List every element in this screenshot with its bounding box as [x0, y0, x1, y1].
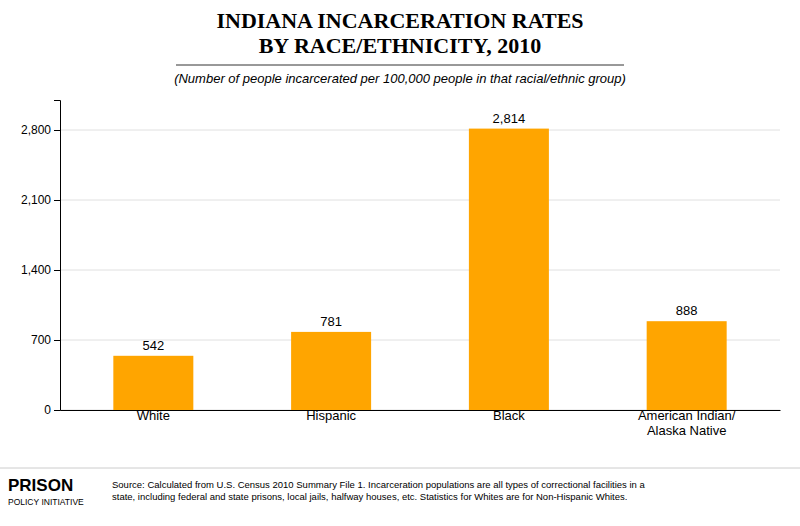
subtitle: (Number of people incarcerated per 100,0… [174, 71, 626, 86]
y-tick-label: 0 [44, 403, 51, 417]
text-line: White [137, 408, 170, 423]
text-line: Alaska Native [647, 423, 726, 438]
x-tick-label: American Indian/Alaska Native [638, 408, 736, 438]
source: Source: Calculated from U.S. Census 2010… [112, 479, 645, 502]
y-tick: 1,400 [21, 263, 60, 277]
y-tick-mark [54, 340, 60, 341]
bar [113, 356, 193, 410]
annotation: POLICY INITIATIVE [8, 497, 84, 507]
y-tick-label: 700 [31, 333, 51, 347]
grid-line [60, 130, 780, 131]
y-tick-label: 2,100 [21, 193, 51, 207]
data-label: 2,814 [493, 111, 526, 126]
text-line: Black [493, 408, 525, 423]
y-tick: 2,100 [21, 193, 60, 207]
x-tick: Hispanic [306, 408, 356, 423]
text-line: state, including federal and state priso… [112, 491, 627, 502]
y-tick: 2,800 [21, 123, 60, 137]
x-tick-label: Hispanic [306, 408, 356, 423]
chart: INDIANA INCARCERATION RATESBY RACE/ETHNI… [0, 0, 800, 526]
grid-line [60, 200, 780, 201]
bar [469, 129, 549, 410]
grid [60, 130, 780, 410]
text-line: Hispanic [306, 408, 356, 423]
x-tick: American Indian/Alaska Native [638, 408, 736, 438]
y-tick-mark [54, 410, 60, 411]
title-underline [176, 65, 624, 66]
y-tick-mark [54, 200, 60, 201]
x-axis: White Hispanic Black American Indian/Alaska… [61, 408, 781, 438]
footer-separator [0, 468, 800, 469]
grid-line [60, 270, 780, 271]
title: INDIANA INCARCERATION RATESBY RACE/ETHNI… [216, 8, 583, 58]
y-axis: 0 700 1,400 2,100 2,800 [21, 101, 61, 418]
data-label: 781 [320, 314, 342, 329]
y-tick: 700 [31, 333, 60, 347]
x-tick: Black [493, 408, 525, 423]
x-tick: White [137, 408, 170, 423]
data-label: 542 [142, 338, 164, 353]
x-tick-label: White [137, 408, 170, 423]
annotation: PRISON [8, 476, 73, 495]
data-labels: 542 781 2,814 888 [142, 111, 697, 353]
text-line: Source: Calculated from U.S. Census 2010… [112, 479, 645, 490]
text-line: American Indian/ [638, 408, 736, 423]
x-tick-label: Black [493, 408, 525, 423]
y-axis-line [54, 101, 61, 411]
y-tick: 0 [44, 403, 60, 417]
y-tick-label: 2,800 [21, 123, 51, 137]
y-tick-label: 1,400 [21, 263, 51, 277]
y-tick-mark [54, 270, 60, 271]
text-line: INDIANA INCARCERATION RATES [216, 8, 583, 33]
text-line: BY RACE/ETHNICITY, 2010 [259, 33, 542, 58]
bars [113, 129, 726, 410]
data-label: 888 [676, 303, 698, 318]
plot: 542 781 2,814 888 0 700 1,400 2,100 2,800 White Hi… [21, 101, 781, 438]
y-tick-mark [54, 130, 60, 131]
bar [291, 332, 371, 410]
bar [647, 321, 727, 410]
